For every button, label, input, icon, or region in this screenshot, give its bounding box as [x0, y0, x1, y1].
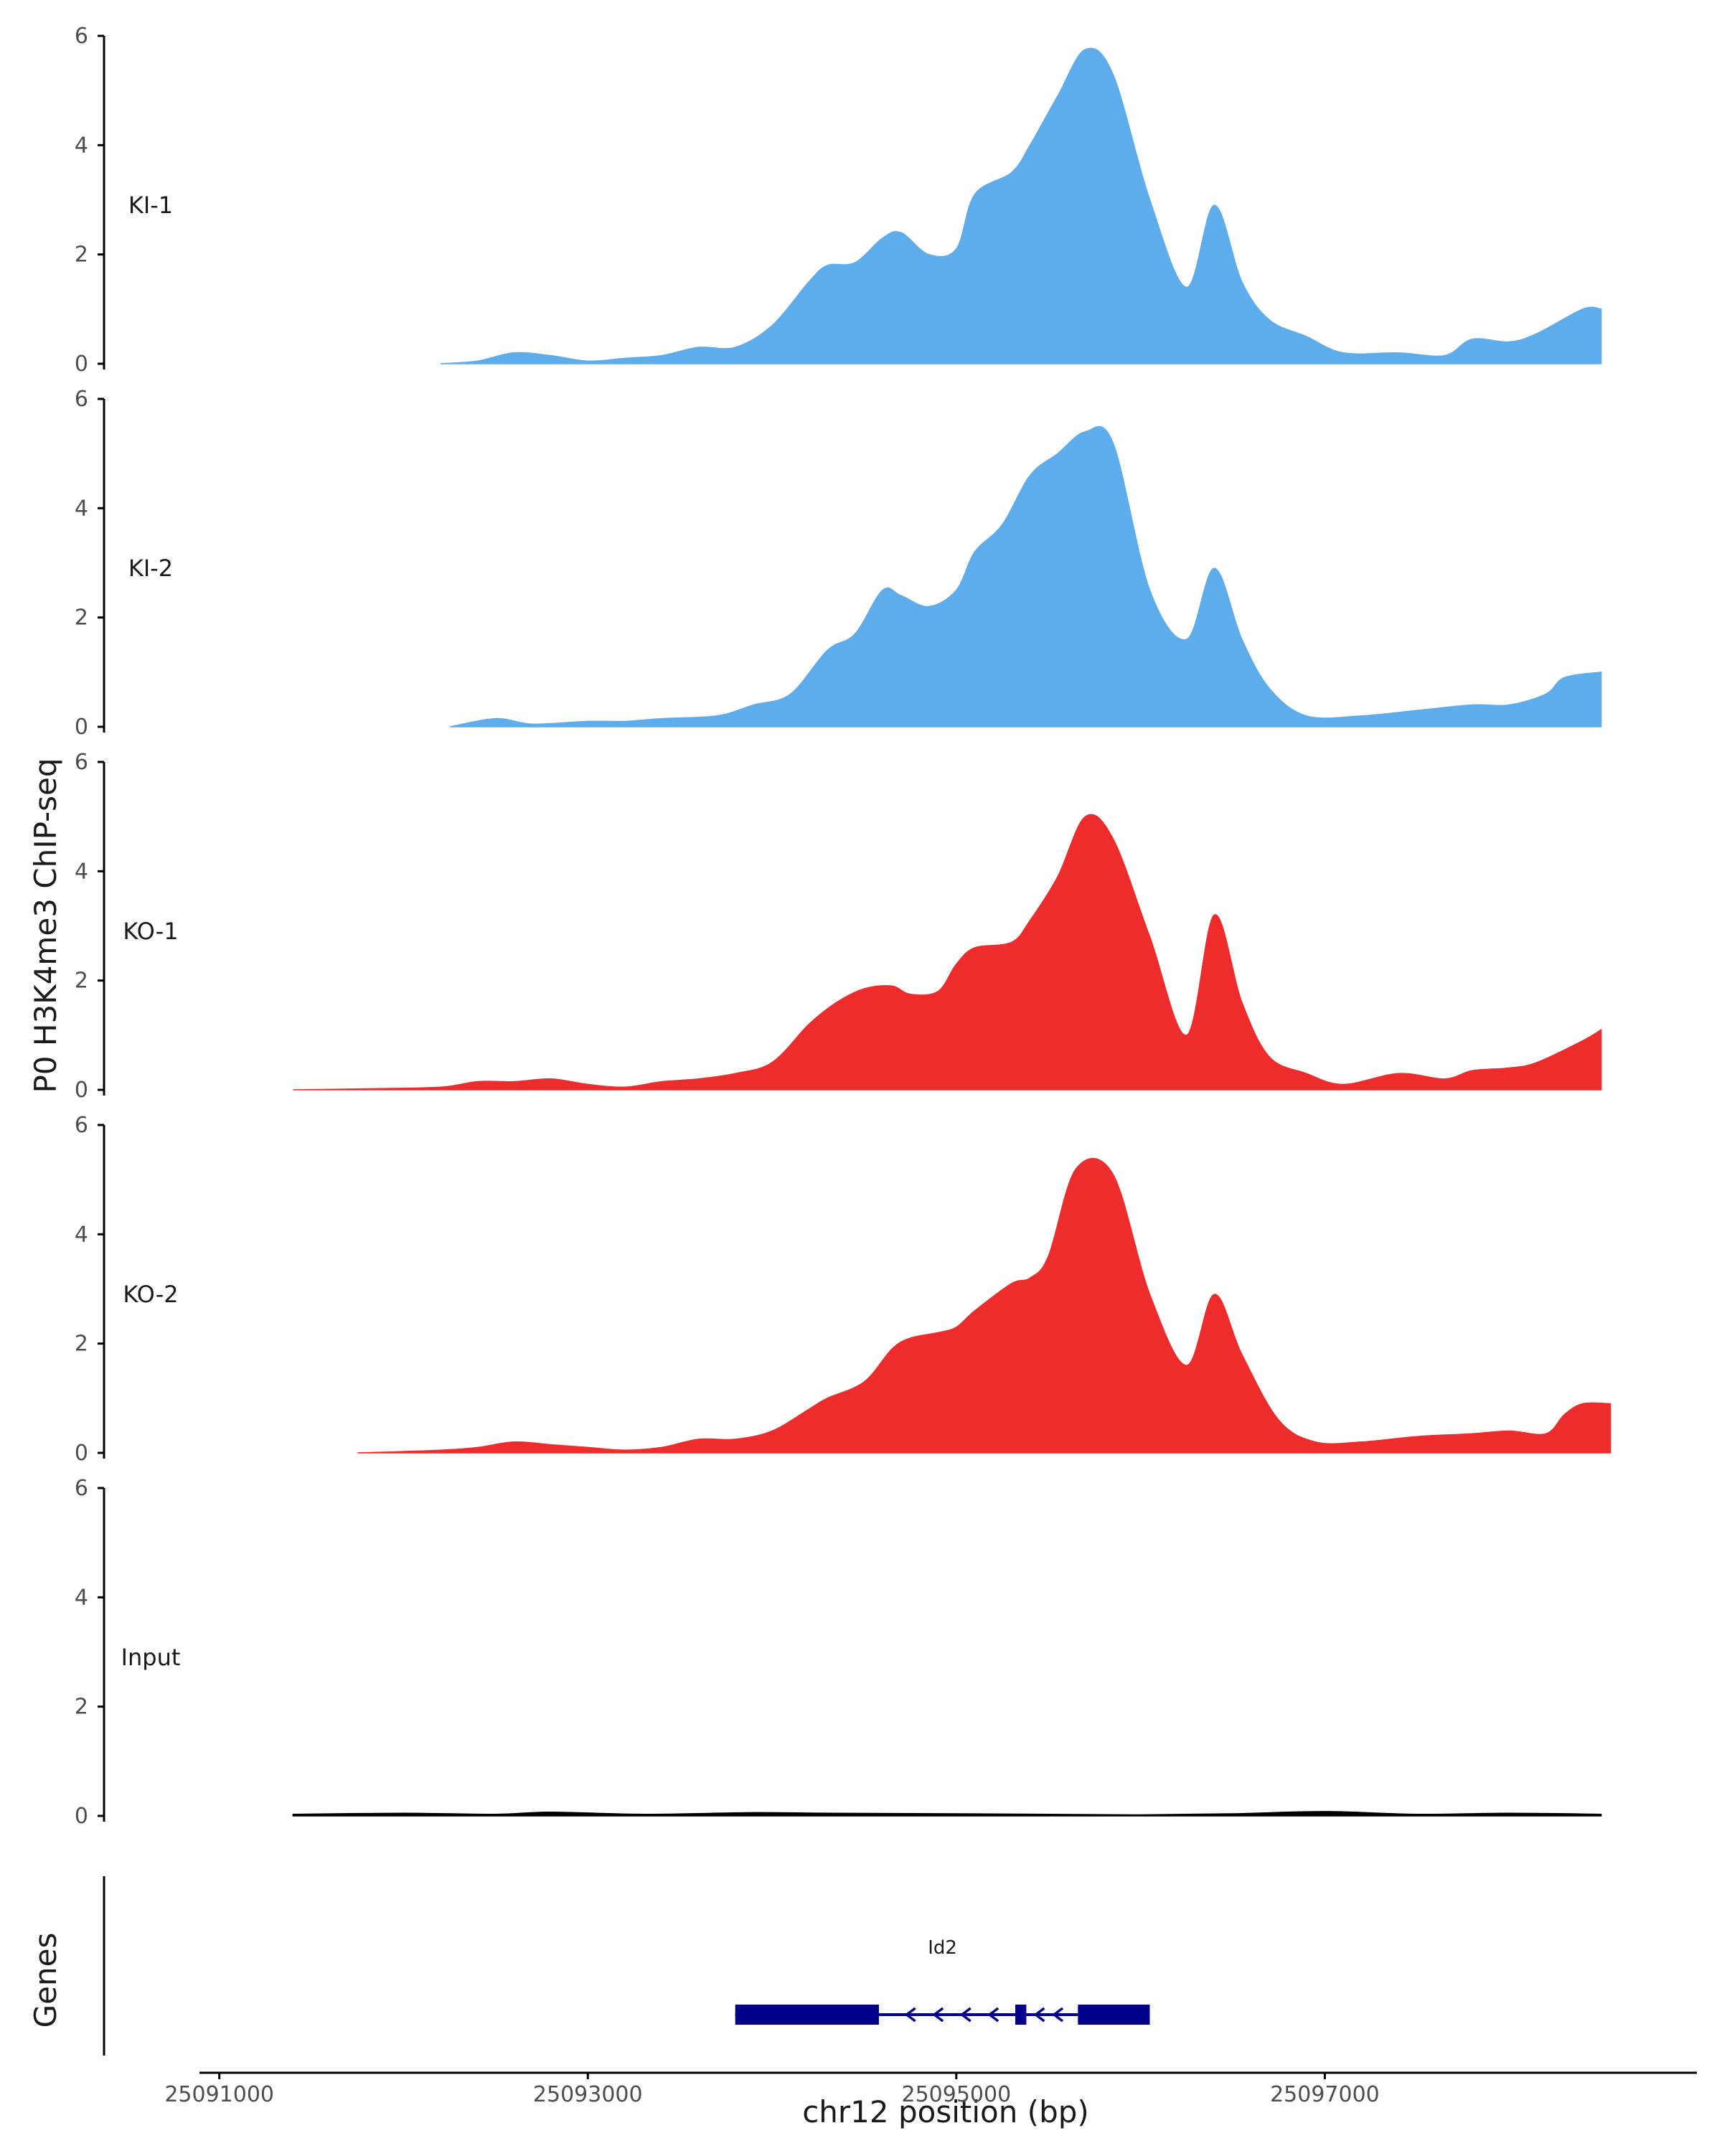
strand-arrow-icon [904, 2007, 916, 2023]
y-tick-label: 6 [75, 1476, 88, 1501]
y-tick-label: 4 [75, 859, 88, 884]
signal-area-ko-2 [357, 1157, 1612, 1454]
y-tick-label: 6 [75, 24, 88, 49]
gene-track: Id2 [103, 1876, 1150, 2056]
y-tick-label: 4 [75, 1222, 88, 1247]
x-tick-label: 25097000 [1270, 2082, 1380, 2107]
gene-name-label: Id2 [928, 1937, 957, 1959]
track-label: Input [121, 1644, 181, 1671]
track-input: 0 2 4 6 Input [75, 1476, 1602, 1829]
track-ko-2: 0 2 4 6 KO-2 [75, 1113, 1612, 1466]
x-axis-title: chr12 position (bp) [802, 2094, 1089, 2129]
x-tick-label: 25091000 [164, 2082, 274, 2107]
gene-exon [735, 2005, 879, 2025]
y-tick-label: 0 [75, 352, 88, 377]
y-tick-label: 0 [75, 1078, 88, 1103]
y-tick-label: 2 [75, 969, 88, 994]
x-tick-label: 25093000 [533, 2082, 643, 2107]
signal-area-ki-2 [449, 425, 1602, 728]
track-label: KI-2 [128, 555, 173, 582]
strand-arrow-icon [1052, 2007, 1064, 2023]
y-tick-label: 4 [75, 1585, 88, 1610]
gene-exon [1015, 2005, 1027, 2025]
track-label: KI-1 [128, 192, 173, 219]
gene-exon [1078, 2005, 1150, 2025]
track-ko-1: 0 2 4 6 KO-1 [75, 750, 1602, 1103]
genes-axis-title: Genes [28, 1933, 63, 2028]
x-axis: 25091000 25093000 25095000 25097000 [164, 2071, 1697, 2107]
track-ki-2: 0 2 4 6 KI-2 [75, 387, 1602, 740]
y-tick-label: 6 [75, 750, 88, 775]
y-tick-label: 2 [75, 1695, 88, 1720]
signal-area-ko-1 [293, 814, 1602, 1091]
y-tick-label: 2 [75, 606, 88, 631]
strand-arrow-icon [932, 2007, 944, 2023]
signal-area-input [292, 1811, 1602, 1817]
y-tick-label: 4 [75, 133, 88, 158]
strand-arrow-icon [987, 2007, 999, 2023]
y-tick-label: 2 [75, 1332, 88, 1357]
track-ki-1: 0 2 4 6 KI-1 [75, 24, 1602, 377]
y-tick-label: 6 [75, 1113, 88, 1138]
tracks-layer: 0 2 4 6 KI-1 0 2 4 6 KI-2 0 2 4 6 KO-1 0 2 4 6 KO-2 0 2 4 6 Inpu… [75, 24, 1612, 1829]
y-tick-label: 2 [75, 243, 88, 268]
track-label: KO-1 [123, 918, 178, 945]
y-tick-label: 0 [75, 1441, 88, 1466]
y-tick-label: 4 [75, 496, 88, 521]
signal-area-ki-1 [440, 47, 1602, 364]
track-label: KO-2 [123, 1281, 178, 1308]
x-tick-label: 25095000 [901, 2082, 1011, 2107]
y-axis-title: P0 H3K4me3 ChIP-seq [28, 758, 63, 1093]
y-tick-label: 0 [75, 1804, 88, 1829]
strand-arrow-icon [959, 2007, 971, 2023]
y-tick-label: 0 [75, 715, 88, 740]
strand-arrow-icon [1033, 2007, 1045, 2023]
y-tick-label: 6 [75, 387, 88, 412]
